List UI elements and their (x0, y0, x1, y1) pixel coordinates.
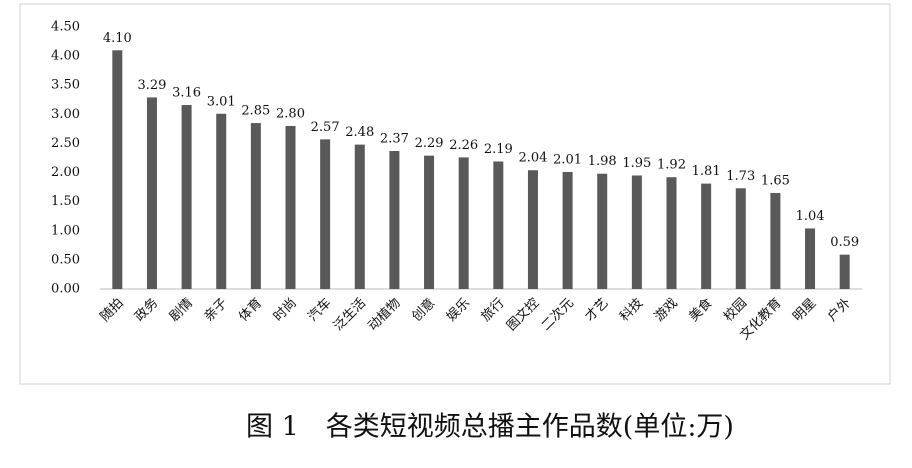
value-label: 2.26 (449, 138, 478, 153)
value-label: 1.95 (622, 156, 651, 171)
bar (597, 173, 608, 289)
value-label: 2.37 (380, 132, 409, 147)
bar (805, 228, 816, 289)
bar (146, 97, 157, 290)
bar (458, 157, 469, 289)
x-tick-label: 政务 (132, 295, 162, 325)
bar (770, 192, 781, 289)
value-label: 2.48 (345, 125, 374, 140)
value-label: 1.73 (726, 169, 755, 184)
value-label: 1.98 (588, 154, 617, 169)
bar (389, 151, 400, 289)
value-label: 2.19 (484, 142, 513, 157)
value-label: 2.85 (241, 104, 270, 119)
bar (424, 155, 435, 289)
x-tick-label: 剧情 (167, 296, 196, 325)
value-label: 0.59 (830, 235, 859, 250)
y-tick-label: 2.00 (51, 165, 80, 180)
bar (285, 125, 296, 289)
bar (216, 113, 227, 289)
bar (666, 177, 677, 289)
y-tick-label: 3.50 (51, 78, 80, 93)
x-tick-label: 户外 (824, 295, 854, 325)
x-tick-label: 体育 (235, 295, 265, 325)
value-label: 2.04 (518, 151, 547, 166)
y-tick-label: 0.00 (51, 282, 80, 297)
value-label: 1.81 (692, 164, 721, 179)
chart-title: 图 1 各类短视频总播主作品数(单位:万) (246, 412, 734, 443)
value-label: 4.10 (103, 31, 132, 46)
value-label: 2.57 (311, 120, 340, 135)
x-tick-label: 旅行 (479, 296, 508, 325)
x-tick-label: 动植物 (366, 296, 404, 334)
bar (701, 183, 712, 289)
y-tick-label: 0.50 (51, 252, 80, 267)
chart-frame (19, 3, 891, 385)
y-tick-label: 2.50 (51, 136, 80, 151)
y-tick-label: 4.00 (51, 49, 80, 64)
value-label: 3.01 (207, 94, 236, 109)
value-label: 3.16 (172, 86, 201, 101)
bar (493, 161, 504, 289)
bar (181, 105, 192, 289)
value-label: 2.29 (415, 136, 444, 151)
x-tick-label: 娱乐 (444, 296, 473, 325)
value-label: 2.01 (553, 152, 582, 167)
x-tick-label: 汽车 (305, 295, 335, 325)
value-label: 1.65 (761, 173, 790, 188)
x-tick-label: 游戏 (652, 296, 681, 325)
bar (354, 144, 365, 289)
bar (631, 175, 642, 289)
y-tick-label: 1.50 (51, 194, 80, 209)
x-tick-label: 科技 (617, 296, 646, 325)
x-tick-label: 随拍 (98, 296, 127, 325)
x-tick-label: 亲子 (202, 296, 231, 325)
value-label: 3.29 (137, 78, 166, 93)
value-label: 1.92 (657, 158, 686, 173)
x-tick-label: 美食 (686, 295, 716, 325)
x-tick-label: 明星 (790, 296, 819, 325)
bar (320, 139, 331, 289)
x-tick-label: 时尚 (271, 296, 300, 325)
x-tick-label: 泛生活 (331, 296, 369, 334)
x-tick-label: 才艺 (583, 296, 612, 325)
value-label: 1.04 (796, 209, 825, 224)
y-tick-label: 4.50 (51, 20, 80, 35)
bar (839, 254, 850, 289)
x-tick-label: 创意 (409, 295, 439, 325)
x-tick-label: 校园 (720, 295, 750, 325)
y-tick-label: 1.00 (51, 223, 80, 238)
value-label: 2.80 (276, 106, 305, 121)
bar (112, 50, 123, 290)
y-tick-label: 3.00 (51, 107, 80, 122)
bar (735, 188, 746, 289)
bar (562, 171, 573, 289)
x-tick-label: 二次元 (538, 295, 577, 334)
bar (250, 123, 261, 289)
bar (527, 170, 538, 289)
x-tick-label: 图文控 (504, 296, 542, 334)
